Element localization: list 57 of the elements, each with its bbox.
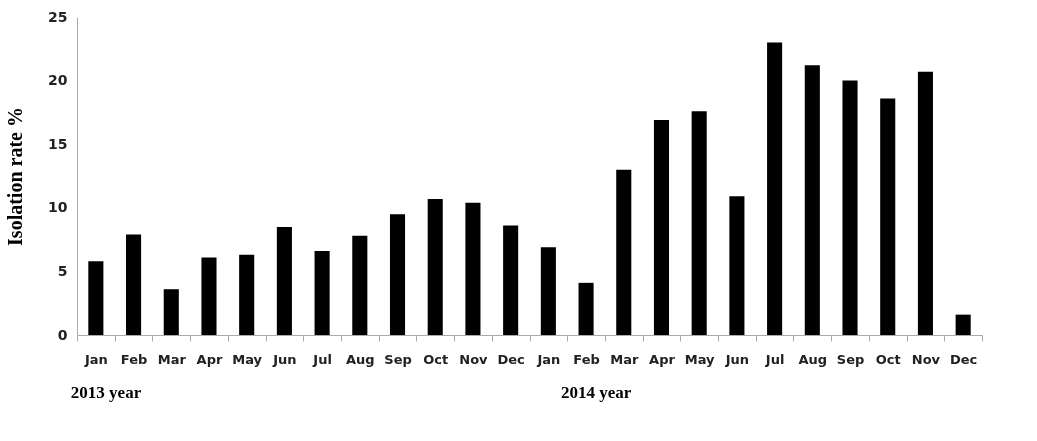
x-tick-label: Sep (836, 351, 865, 367)
x-tick-label: Dec (949, 351, 978, 367)
x-tick-label: Oct (423, 351, 449, 367)
bar (201, 257, 217, 335)
y-tick-label: 5 (57, 262, 68, 279)
text: 2013 year (70, 383, 142, 402)
y-tick-label: 0 (57, 326, 68, 343)
x-tick-label: Jul (764, 351, 785, 367)
bar (427, 198, 443, 335)
x-tick-label: Feb (120, 351, 148, 367)
x-tick-label: Apr (196, 351, 223, 367)
x-tick-label: Jul (312, 351, 332, 367)
x-tick-label: Aug (346, 351, 375, 367)
bar (465, 202, 481, 335)
x-tick-label: Jun (724, 351, 750, 367)
y-tick-label: 10 (48, 199, 68, 216)
x-tick-label: Jan (536, 351, 561, 367)
bar (540, 247, 556, 335)
bar (578, 282, 594, 335)
y-tick-label: 15 (48, 135, 68, 152)
bar (767, 42, 783, 335)
x-tick-label: Nov (911, 351, 941, 367)
bar (616, 169, 632, 335)
bar (389, 214, 406, 335)
text: 2014 year (561, 383, 632, 402)
bar (880, 98, 896, 335)
x-tick-label: Feb (573, 351, 600, 367)
bar (239, 254, 255, 335)
bar (88, 261, 104, 335)
bar (917, 71, 933, 335)
bar (691, 111, 707, 335)
x-tick-label: Mar (610, 351, 639, 367)
y-tick-label: 25 (48, 8, 68, 25)
bar (955, 314, 971, 335)
bar (653, 120, 670, 335)
bar (163, 289, 179, 335)
x-tick-label: Dec (497, 351, 525, 367)
bar (804, 65, 820, 335)
bar (314, 251, 330, 335)
x-tick-label: Oct (875, 351, 901, 367)
bar (126, 234, 142, 335)
x-tick-label: Mar (157, 351, 187, 367)
y-tick-label: 20 (48, 72, 68, 89)
bar (503, 225, 519, 335)
x-tick-label: Aug (798, 351, 828, 367)
x-tick-label: May (232, 351, 263, 367)
x-tick-label: May (684, 351, 716, 367)
x-tick-label: Apr (649, 351, 676, 367)
bar (352, 235, 368, 335)
bar (276, 226, 292, 335)
x-tick-label: Sep (384, 351, 412, 367)
bar (729, 196, 745, 335)
x-tick-label: Nov (459, 351, 489, 367)
bar (842, 80, 858, 335)
y-axis-title: Isolation rate % (4, 107, 27, 246)
x-tick-label: Jan (83, 351, 108, 367)
x-tick-label: Jun (272, 351, 297, 367)
